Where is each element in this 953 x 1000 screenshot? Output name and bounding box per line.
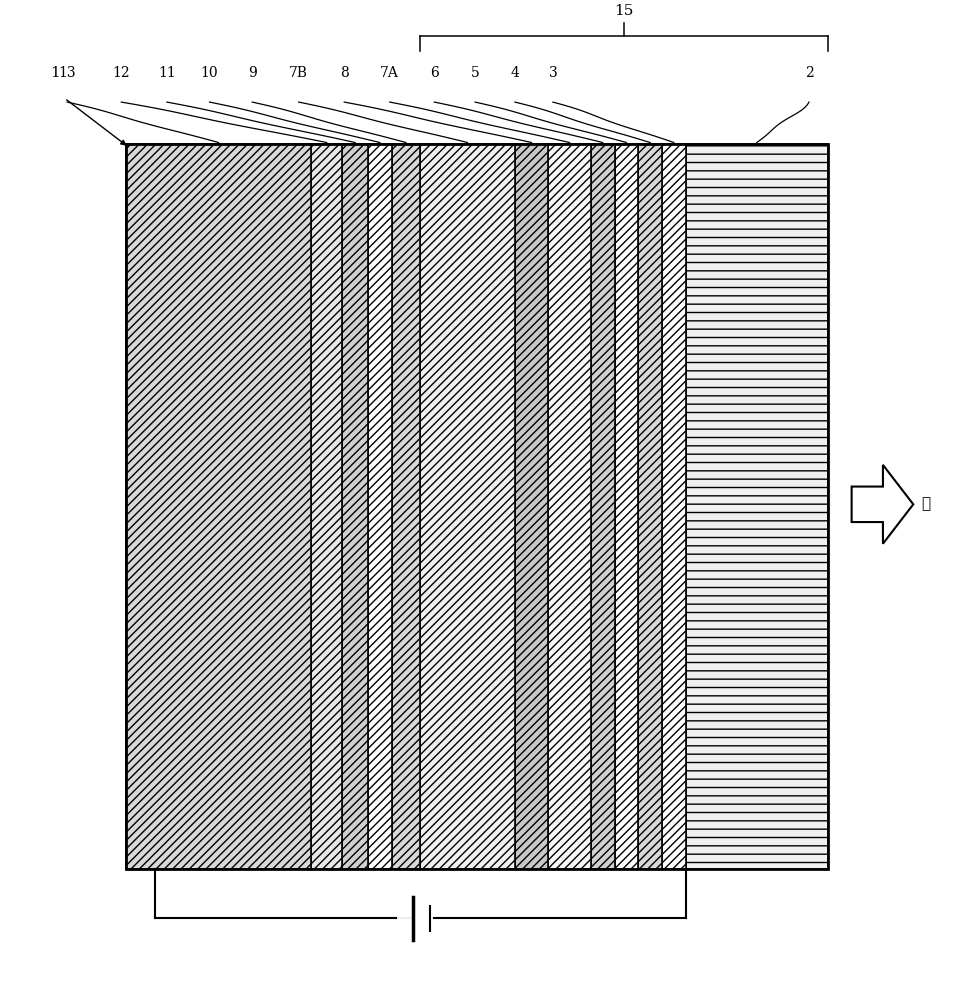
Bar: [126, 144, 827, 869]
Text: 8: 8: [339, 66, 348, 80]
Text: 7B: 7B: [289, 66, 308, 80]
Bar: [590, 144, 614, 869]
Text: 13: 13: [58, 66, 76, 80]
Bar: [311, 144, 342, 869]
Bar: [614, 144, 638, 869]
Bar: [368, 144, 392, 869]
Text: 4: 4: [510, 66, 518, 80]
Bar: [342, 144, 368, 869]
Bar: [392, 144, 419, 869]
Text: 12: 12: [112, 66, 130, 80]
Bar: [548, 144, 590, 869]
Bar: [638, 144, 661, 869]
Text: 光: 光: [920, 497, 929, 511]
Text: 7A: 7A: [380, 66, 398, 80]
Text: 15: 15: [614, 4, 633, 18]
Bar: [126, 144, 311, 869]
Bar: [661, 144, 685, 869]
Polygon shape: [851, 465, 912, 544]
Text: 1: 1: [50, 66, 60, 80]
Bar: [515, 144, 548, 869]
Text: 5: 5: [470, 66, 479, 80]
Text: 11: 11: [158, 66, 175, 80]
Text: 6: 6: [430, 66, 438, 80]
Bar: [685, 144, 827, 869]
Text: 9: 9: [248, 66, 256, 80]
Text: 2: 2: [803, 66, 813, 80]
Text: 10: 10: [200, 66, 218, 80]
Text: 3: 3: [548, 66, 557, 80]
Bar: [419, 144, 515, 869]
